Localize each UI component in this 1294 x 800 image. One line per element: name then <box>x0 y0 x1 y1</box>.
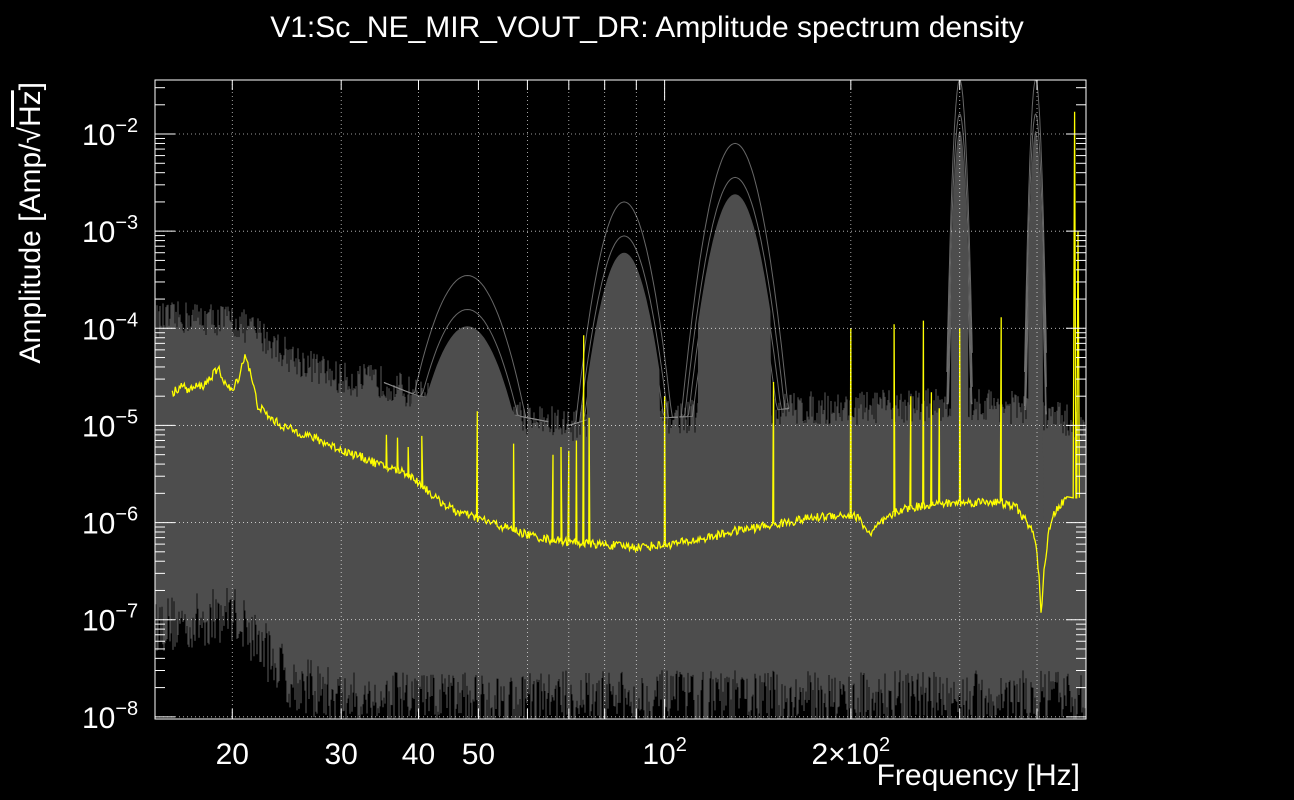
y-axis-label-suffix: ] <box>14 82 47 90</box>
x-tick-label: 50 <box>462 738 495 771</box>
y-tick-labels: 10−8 10−7 10−6 10−5 10−4 10−3 10−2 <box>82 115 138 735</box>
reference-peak-trace <box>568 235 678 426</box>
x-tick-label: 2×102 <box>811 734 890 771</box>
reference-peak <box>679 142 790 523</box>
reference-peak-trace <box>1024 113 1047 407</box>
x-tick-label: 20 <box>216 738 249 771</box>
reference-peak-fill <box>951 130 969 523</box>
axis-ticks <box>155 80 1086 719</box>
x-tick-label: 102 <box>642 734 687 771</box>
grid <box>155 80 1086 719</box>
x-tick-labels: 20 30 40 50 102 2×102 <box>216 734 891 771</box>
y-axis-label-unit: Hz <box>14 90 47 127</box>
y-axis-label-prefix: Amplitude [Amp/ <box>14 143 47 364</box>
current-trace-line <box>171 111 1081 613</box>
x-tick-label: 40 <box>402 738 435 771</box>
x-tick-label: 30 <box>325 738 358 771</box>
reference-peak-fill <box>587 252 662 523</box>
reference-peak-trace <box>679 176 789 418</box>
y-tick-label: 10−7 <box>82 601 138 638</box>
reference-peak-trace <box>679 142 790 418</box>
chart-title: V1:Sc_NE_MIR_VOUT_DR: Amplitude spectrum… <box>270 11 1024 44</box>
reference-peak-fill <box>411 326 524 523</box>
reference-peak-trace <box>946 113 973 404</box>
y-tick-label: 10−4 <box>82 309 138 346</box>
y-tick-label: 10−6 <box>82 504 138 541</box>
reference-peak <box>568 201 678 523</box>
reference-band <box>155 301 1086 719</box>
x-axis-label: Frequency [Hz] <box>877 759 1080 792</box>
y-axis-label: Amplitude [Amp/√Hz] <box>14 82 47 364</box>
reference-peak <box>946 79 973 523</box>
reference-peak <box>383 274 549 523</box>
reference-peak-fill <box>1028 130 1044 523</box>
y-tick-label: 10−3 <box>82 212 138 249</box>
y-tick-label: 10−2 <box>82 115 138 152</box>
y-axis-label-radical: √ <box>14 126 47 143</box>
reference-peak <box>1024 79 1047 523</box>
plot-area <box>155 79 1086 719</box>
y-tick-label: 10−8 <box>82 698 138 735</box>
reference-peak-fill <box>698 194 773 523</box>
plot-frame <box>154 79 1087 720</box>
y-tick-label: 10−5 <box>82 406 138 443</box>
reference-peak-trace <box>568 201 678 426</box>
